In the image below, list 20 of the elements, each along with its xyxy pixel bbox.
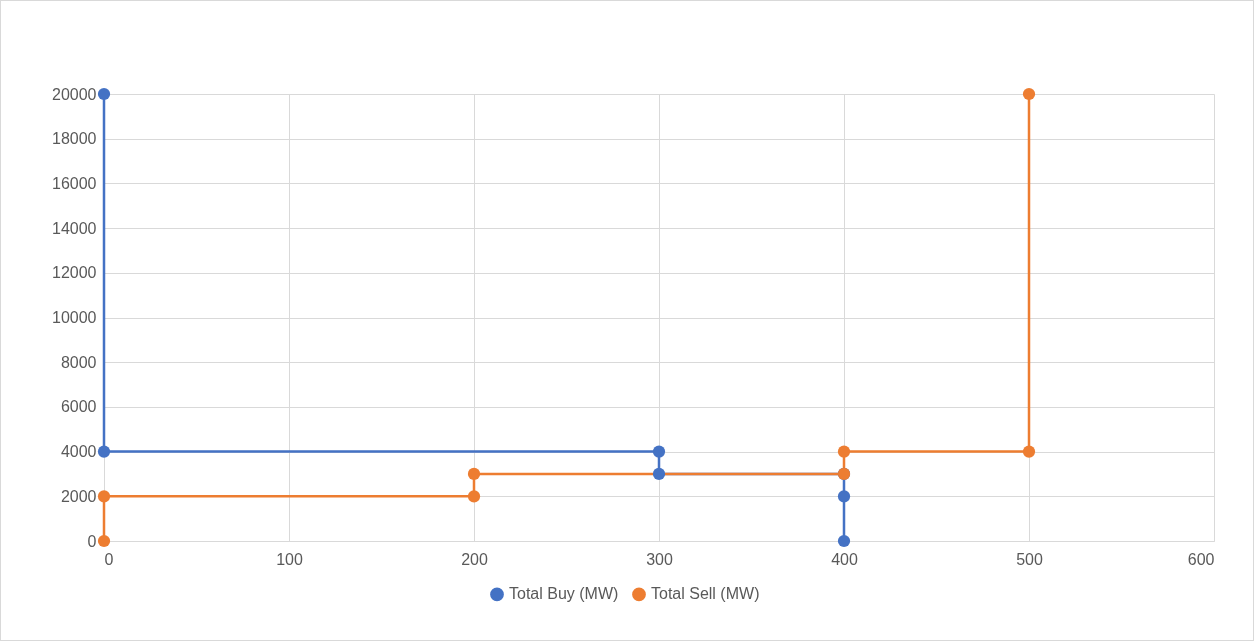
y-tick-label: 14000: [52, 219, 97, 237]
x-tick-label: 400: [831, 550, 858, 568]
y-tick-label: 0: [87, 532, 97, 550]
x-tick-label: 300: [646, 550, 673, 568]
y-tick-label: 6000: [60, 398, 97, 416]
y-tick-label: 18000: [52, 130, 97, 148]
y-tick-label: 20000: [52, 85, 97, 103]
y-tick-label: 12000: [52, 264, 97, 282]
y-tick-label: 8000: [60, 353, 97, 371]
y-tick-label: 10000: [52, 309, 97, 326]
x-tick-label: 200: [461, 550, 488, 568]
legend-label: Total Sell (MW): [651, 585, 760, 603]
x-tick-label: 600: [1187, 550, 1215, 568]
legend-label: Total Buy (MW): [509, 585, 619, 603]
y-tick-label: 4000: [60, 443, 97, 461]
x-tick-label: 500: [1016, 550, 1043, 568]
x-tick-label: 100: [276, 550, 303, 568]
y-tick-label: 16000: [52, 174, 97, 192]
y-tick-label: 2000: [60, 487, 97, 505]
x-tick-label: 0: [104, 550, 114, 568]
